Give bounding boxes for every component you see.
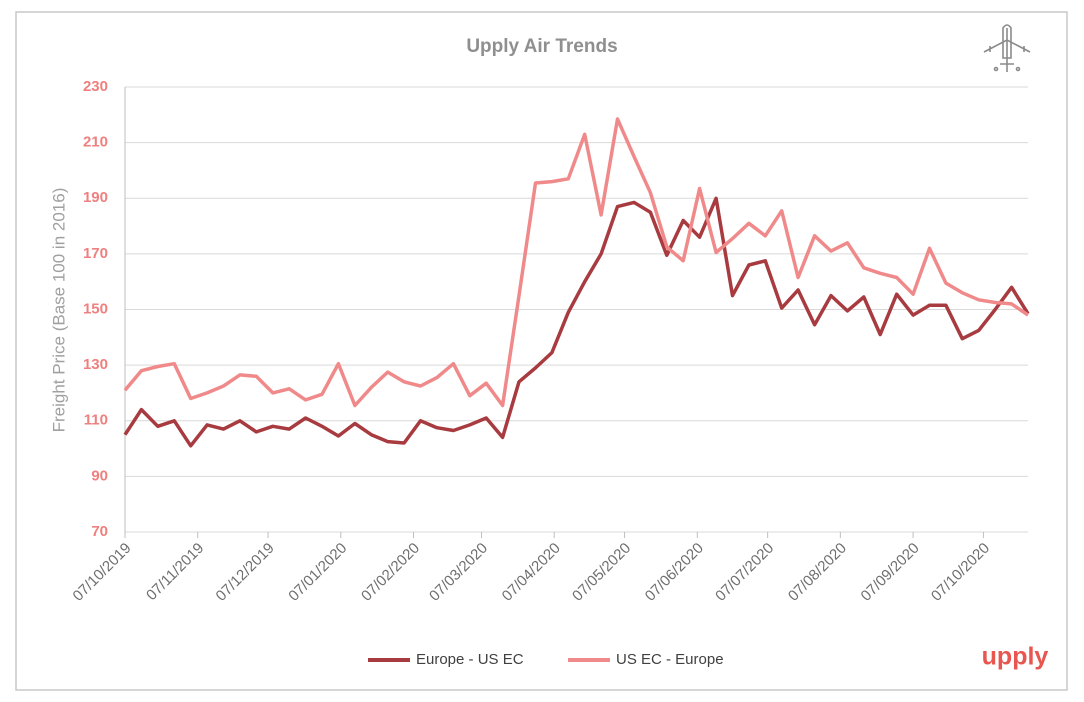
series-line [123,117,1029,408]
y-tick-label: 110 [84,412,108,429]
y-tick-label: 170 [83,245,108,262]
y-tick-label: 90 [91,467,108,484]
y-tick-label: 70 [91,523,108,540]
y-tick-label: 150 [83,300,108,317]
legend-label: Europe - US EC [416,651,524,668]
y-tick-label: 230 [83,78,108,95]
y-tick-label: 190 [83,189,108,206]
series-line [123,196,1030,448]
chart-frame [15,11,1068,691]
y-tick-label: 130 [83,356,108,373]
chart-title: Upply Air Trends [466,36,617,57]
brand-logo: upply [982,643,1049,671]
y-axis-label: Freight Price (Base 100 in 2016) [49,188,68,433]
legend-label: US EC - Europe [616,651,724,668]
y-tick-label: 210 [83,134,108,151]
airplane-icon [983,24,1031,72]
